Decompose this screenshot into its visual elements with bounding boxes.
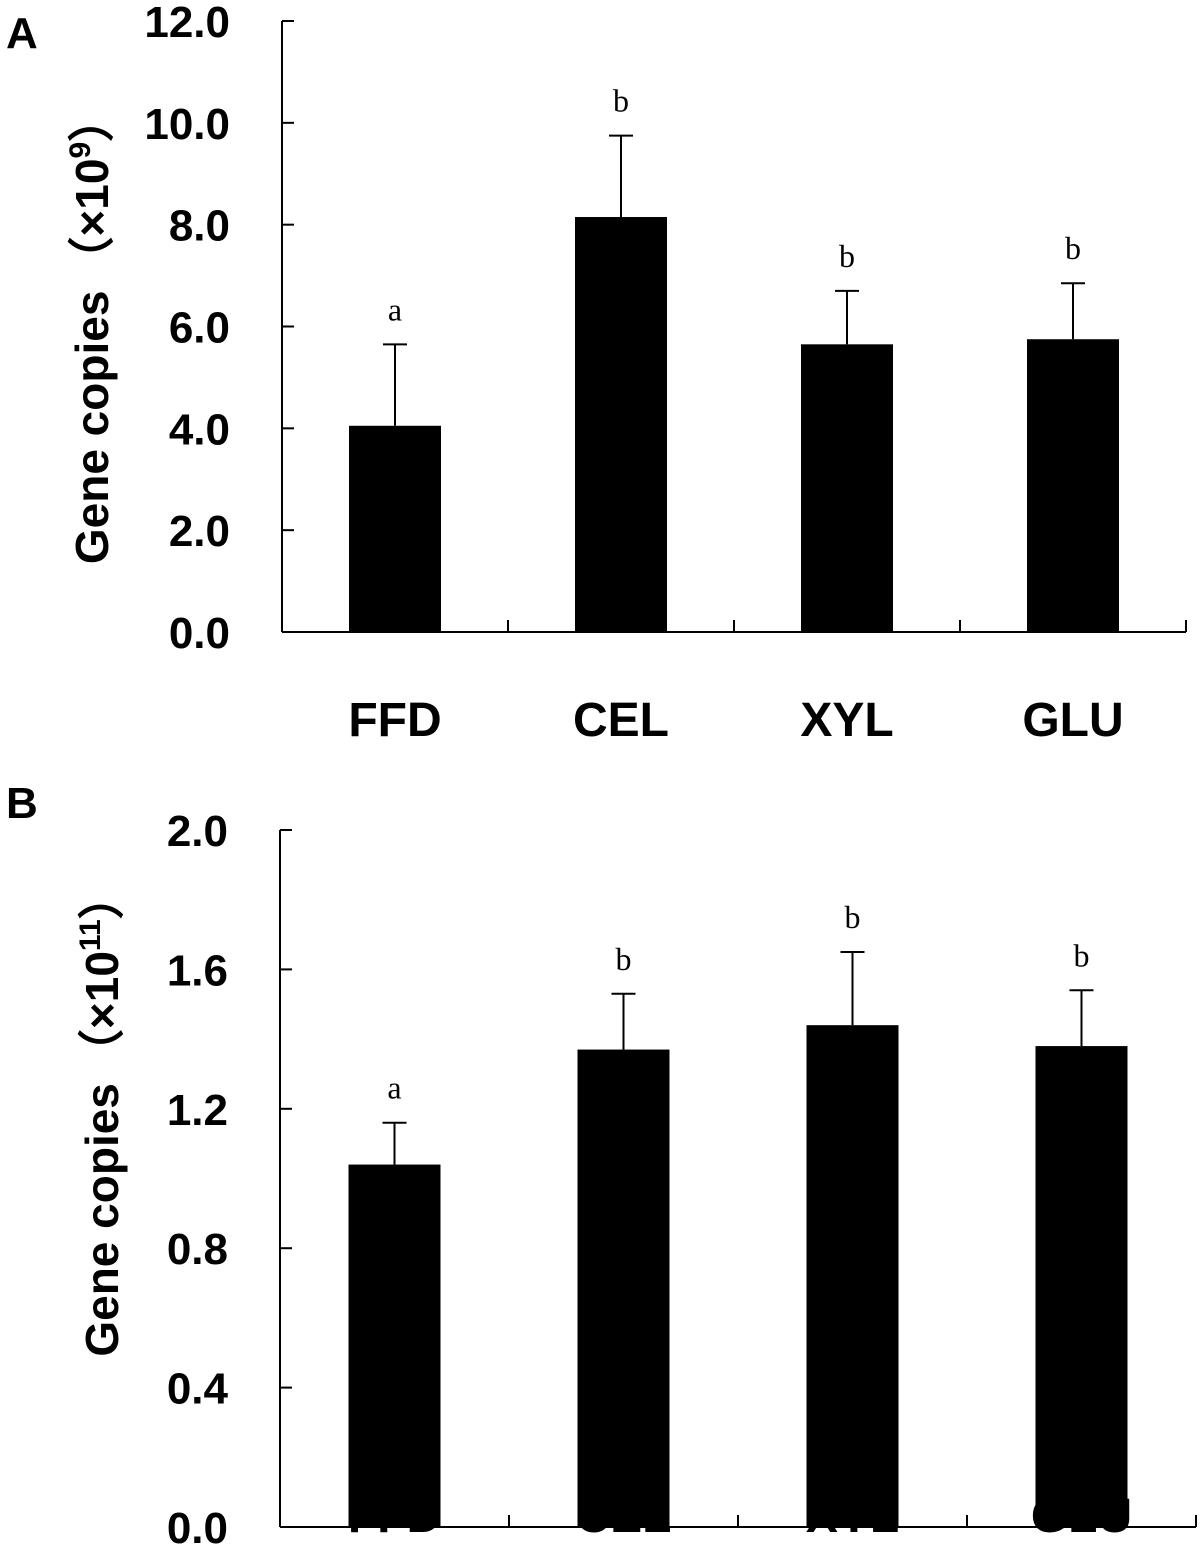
y-tick-label: 10.0	[144, 100, 230, 149]
bar-xyl	[806, 1025, 899, 1527]
bar-glu	[1035, 1046, 1128, 1527]
bar-xyl	[801, 344, 893, 632]
bars: a b b b	[348, 899, 1128, 1527]
significance-label: b	[845, 899, 861, 935]
y-tick-label: 4.0	[169, 405, 230, 454]
y-tick-label: 2.0	[169, 507, 230, 556]
y-tick-label: 1.2	[167, 1086, 228, 1135]
significance-label: a	[388, 291, 402, 327]
y-tick-label: 0.4	[167, 1365, 229, 1414]
x-tick-label: FFD	[348, 1490, 441, 1543]
y-tick-label: 2.0	[167, 807, 228, 856]
significance-label: b	[613, 83, 629, 119]
bar-glu	[1027, 339, 1119, 632]
y-ticks: 0.0 2.0 4.0 6.0 8.0 10.0 12.0	[144, 0, 294, 658]
bar-cel	[575, 217, 667, 632]
x-tick-label: GLU	[1022, 694, 1123, 747]
significance-label: b	[1074, 937, 1090, 973]
y-tick-label: 0.0	[169, 609, 230, 658]
y-tick-label: 12.0	[144, 0, 230, 47]
x-tick-label: FFD	[348, 694, 441, 747]
significance-label: a	[387, 1070, 401, 1106]
y-axis-label: Gene copies（×1011）	[74, 873, 128, 1356]
x-tick-label: XYL	[800, 694, 893, 747]
x-tick-label: GLU	[1031, 1490, 1132, 1543]
x-tick-labels: FFD CEL XYL GLU	[348, 694, 1123, 747]
bar-ffd	[349, 425, 441, 632]
significance-label: b	[839, 238, 855, 274]
y-ticks: 0.0 0.4 0.8 1.2 1.6 2.0	[167, 807, 292, 1551]
bars: a b b b	[349, 83, 1119, 632]
y-tick-label: 6.0	[169, 304, 230, 353]
panel-label: A	[6, 9, 38, 58]
panel-a: A Gene copies（×109） a b b b 0.0 2.0 4.0 6.0 8.0…	[6, 0, 1187, 747]
x-tick-label: CEL	[576, 1490, 672, 1543]
x-tick-label: CEL	[573, 694, 669, 747]
y-tick-label: 0.8	[167, 1225, 228, 1274]
panel-b: B Gene copies（×1011） a b b b 0.0 0.4 0.8 1.2 1.…	[6, 779, 1197, 1551]
significance-label: b	[616, 941, 632, 977]
y-tick-label: 8.0	[169, 202, 230, 251]
bar-cel	[577, 1049, 670, 1527]
y-axis-label: Gene copies（×109）	[64, 96, 118, 564]
bar-ffd	[348, 1164, 441, 1527]
panel-label: B	[6, 779, 38, 828]
x-tick-labels: FFD CEL XYL GLU	[348, 1490, 1132, 1543]
significance-label: b	[1065, 230, 1081, 266]
y-tick-label: 0.0	[167, 1504, 228, 1551]
y-tick-label: 1.6	[167, 946, 228, 995]
x-tick-label: XYL	[806, 1490, 899, 1543]
